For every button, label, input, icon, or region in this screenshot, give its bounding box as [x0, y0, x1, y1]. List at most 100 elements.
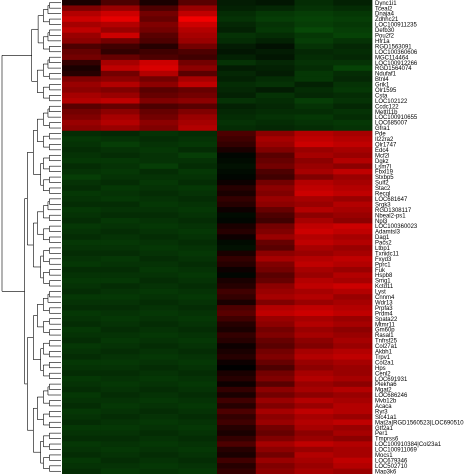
row-label: Dync1i1	[375, 1, 397, 7]
heatmap-cell	[217, 294, 257, 301]
heatmap-cell	[333, 114, 373, 121]
heatmap-cell	[294, 397, 334, 404]
heatmap-cell	[178, 49, 218, 55]
heatmap-cell	[139, 294, 179, 301]
heatmap-cell	[255, 43, 295, 50]
heatmap-cell	[294, 343, 334, 350]
heatmap-cell	[294, 375, 334, 382]
heatmap-cell	[178, 54, 218, 61]
row-label: Mtmr11	[375, 322, 396, 328]
heatmap-cell	[255, 217, 295, 224]
heatmap-cell	[100, 119, 140, 126]
heatmap-cell	[217, 299, 257, 306]
heatmap-cell	[333, 414, 373, 420]
heatmap-cell	[139, 5, 179, 12]
heatmap-cell	[294, 76, 334, 83]
heatmap-cell	[255, 250, 295, 257]
heatmap-cell	[294, 54, 334, 61]
heatmap-cell	[178, 152, 218, 159]
heatmap-cell	[178, 261, 218, 268]
heatmap-cell	[217, 21, 257, 28]
heatmap-cell	[294, 136, 334, 143]
heatmap-cell	[255, 196, 295, 202]
row-label: Col27a1	[375, 344, 398, 350]
row-label: LOC100912266	[375, 61, 418, 67]
heatmap-cell	[100, 179, 140, 186]
heatmap-cell	[100, 223, 140, 230]
heatmap-cell	[178, 332, 218, 339]
heatmap-cell	[333, 441, 373, 448]
heatmap-cell	[62, 261, 102, 268]
heatmap-cell	[139, 305, 179, 311]
row-label: Kctd11	[375, 284, 394, 290]
heatmap-cell	[333, 179, 373, 186]
heatmap-cell	[294, 92, 334, 99]
heatmap-cell	[294, 5, 334, 12]
heatmap-cell	[62, 76, 102, 83]
heatmap-cell	[62, 375, 102, 382]
heatmap-cell	[178, 403, 218, 410]
row-label: Fuk	[375, 268, 385, 274]
heatmap-cell	[294, 27, 334, 34]
heatmap-cell	[100, 141, 140, 148]
heatmap-cell	[139, 43, 179, 50]
heatmap-cell	[62, 27, 102, 34]
heatmap-cell	[255, 370, 295, 377]
heatmap-cell	[139, 245, 179, 252]
heatmap-cell	[333, 76, 373, 83]
heatmap-cell	[62, 419, 102, 426]
heatmap-cell	[62, 223, 102, 230]
heatmap-cell	[217, 217, 257, 224]
heatmap-cell	[100, 435, 140, 442]
row-label: Pou2f2	[375, 34, 395, 40]
heatmap-cell	[139, 49, 179, 55]
heatmap-cell	[217, 250, 257, 257]
heatmap-cell	[217, 261, 257, 268]
heatmap-cell	[333, 217, 373, 224]
heatmap-cell	[294, 277, 334, 284]
row-label: RGD1308117	[375, 208, 412, 214]
heatmap-cell	[217, 386, 257, 393]
heatmap-cell	[333, 228, 373, 235]
heatmap-cell	[333, 38, 373, 44]
heatmap-cell	[333, 201, 373, 208]
heatmap-cell	[178, 316, 218, 322]
heatmap-cell	[294, 49, 334, 55]
heatmap-cell	[333, 108, 373, 115]
heatmap-cell	[294, 16, 334, 23]
heatmap-cell	[139, 452, 179, 459]
heatmap-cell	[255, 54, 295, 61]
heatmap-cell	[217, 98, 257, 104]
heatmap-cell	[62, 245, 102, 252]
heatmap-cell	[217, 256, 257, 262]
heatmap-cell	[333, 103, 373, 110]
heatmap-cell	[178, 32, 218, 39]
heatmap-cell	[139, 212, 179, 219]
row-label: Pacs2	[375, 241, 392, 247]
heatmap-cell	[255, 452, 295, 459]
heatmap-cell	[139, 92, 179, 99]
heatmap-cell	[217, 190, 257, 197]
heatmap-cell	[294, 435, 334, 442]
heatmap-cell	[178, 414, 218, 420]
heatmap-cell	[255, 381, 295, 388]
heatmap-cell	[217, 375, 257, 382]
row-label: Wdr13	[375, 300, 393, 306]
heatmap-cell	[62, 239, 102, 246]
heatmap-cell	[62, 108, 102, 115]
heatmap-cell	[178, 234, 218, 241]
heatmap-cell	[62, 201, 102, 208]
heatmap-cell	[294, 141, 334, 148]
heatmap-cell	[139, 152, 179, 159]
heatmap-cell	[139, 130, 179, 137]
heatmap-cell	[294, 441, 334, 448]
heatmap-cell	[255, 277, 295, 284]
heatmap-cell	[255, 430, 295, 437]
heatmap-cell	[62, 59, 102, 66]
heatmap-cell	[178, 141, 218, 148]
row-label: LOC100911235	[375, 23, 417, 29]
heatmap-cell	[217, 288, 257, 295]
heatmap-cell	[178, 125, 218, 132]
heatmap-cell	[255, 168, 295, 175]
